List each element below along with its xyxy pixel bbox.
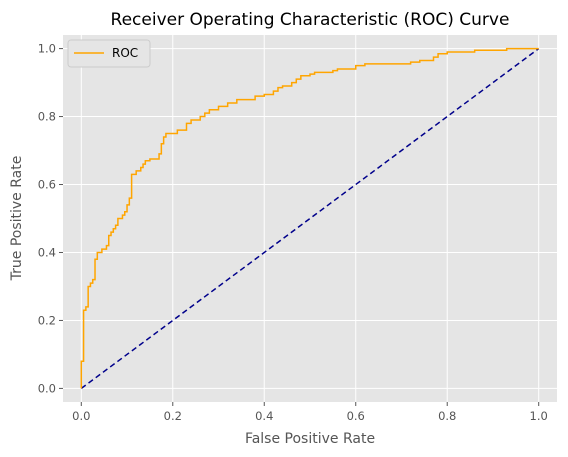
x-axis-ticks: 0.0 0.2 0.4 0.6 0.8 1.0 xyxy=(72,402,548,423)
y-tick-label: 0.0 xyxy=(38,381,56,395)
series-layer xyxy=(80,47,540,390)
legend: ROC xyxy=(67,39,151,68)
y-tick-label: 0.8 xyxy=(38,110,56,124)
y-tick-label: 1.0 xyxy=(38,42,56,56)
y-tick-label: 0.6 xyxy=(38,178,56,192)
chart-title: Receiver Operating Characteristic (ROC) … xyxy=(111,10,510,30)
legend-label-roc: ROC xyxy=(112,46,138,60)
legend-box xyxy=(67,39,151,68)
x-tick-label: 0.8 xyxy=(438,409,456,423)
x-tick-label: 0.6 xyxy=(347,409,365,423)
x-tick-label: 0.4 xyxy=(255,409,273,423)
y-tick-label: 0.4 xyxy=(38,245,56,259)
y-tick-label: 0.2 xyxy=(38,313,56,327)
chance-line xyxy=(80,47,540,390)
y-axis-label: True Positive Rate xyxy=(9,156,25,282)
x-tick-label: 0.0 xyxy=(72,409,90,423)
x-axis-label: False Positive Rate xyxy=(245,431,375,447)
roc-curve-line xyxy=(80,47,539,389)
y-axis-ticks: 0.0 0.2 0.4 0.6 0.8 1.0 xyxy=(38,42,63,395)
x-tick-label: 0.2 xyxy=(164,409,182,423)
x-tick-label: 1.0 xyxy=(530,409,548,423)
